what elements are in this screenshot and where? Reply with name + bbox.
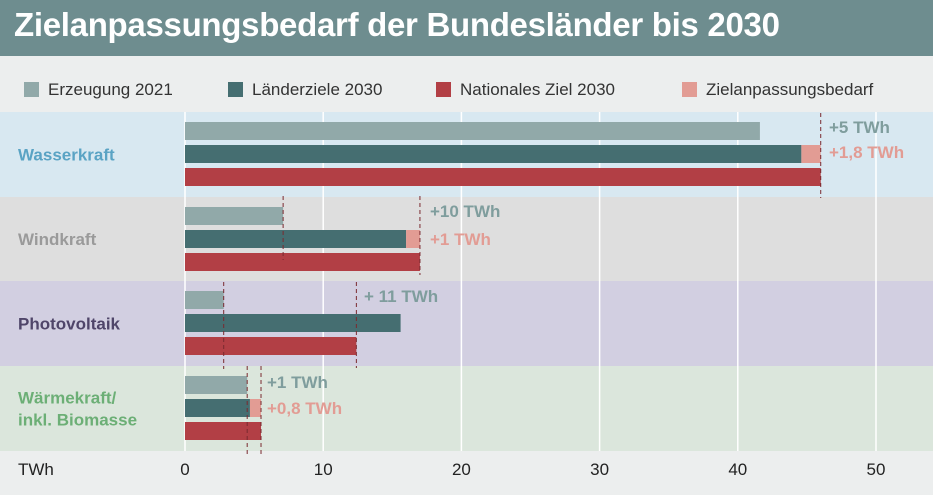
legend-swatch [228, 82, 243, 97]
legend-label: Erzeugung 2021 [48, 80, 173, 99]
bar-nationales-ziel-2030 [185, 337, 357, 355]
x-tick-label: 40 [728, 460, 747, 479]
x-tick-label: 0 [180, 460, 189, 479]
category-label-line: Windkraft [18, 230, 97, 249]
legend-label: Zielanpassungsbedarf [706, 80, 874, 99]
bar-laenderziele-2030 [185, 399, 250, 417]
category-band [0, 197, 933, 281]
bar-zielanpassungsbedarf [801, 145, 821, 163]
category-label: Photovoltaik [18, 315, 121, 334]
x-axis-label: TWh [18, 460, 54, 479]
bar-erzeugung-2021 [185, 376, 248, 394]
category-label: Wasserkraft [18, 146, 115, 165]
category-band [0, 281, 933, 366]
category-label-line: inkl. Biomasse [18, 411, 137, 430]
bar-erzeugung-2021 [185, 291, 224, 309]
x-tick-label: 10 [314, 460, 333, 479]
legend-swatch [436, 82, 451, 97]
bar-nationales-ziel-2030 [185, 253, 420, 271]
legend: Erzeugung 2021 Länderziele 2030 National… [0, 62, 933, 110]
category-label-line: Photovoltaik [18, 315, 121, 334]
bar-erzeugung-2021 [185, 207, 284, 225]
legend-swatch [24, 82, 39, 97]
x-tick-label: 20 [452, 460, 471, 479]
annotation-label: + 11 TWh [364, 287, 438, 306]
annotation-label: +1 TWh [267, 373, 328, 392]
annotation-label: +1,8 TWh [829, 143, 904, 162]
chart-title: Zielanpassungsbedarf der Bundesländer bi… [14, 6, 780, 43]
legend-label: Länderziele 2030 [252, 80, 383, 99]
annotation-label: +1 TWh [430, 230, 491, 249]
bar-laenderziele-2030 [185, 145, 802, 163]
legend-swatch [682, 82, 697, 97]
x-tick-label: 50 [867, 460, 886, 479]
x-tick-label: 30 [590, 460, 609, 479]
title-bar: Zielanpassungsbedarf der Bundesländer bi… [0, 0, 933, 56]
category-label: Windkraft [18, 230, 97, 249]
bar-laenderziele-2030 [185, 230, 407, 248]
category-band [0, 366, 933, 451]
annotation-label: +0,8 TWh [267, 399, 342, 418]
legend-label: Nationales Ziel 2030 [460, 80, 615, 99]
bar-nationales-ziel-2030 [185, 422, 262, 440]
annotation-label: +10 TWh [430, 202, 500, 221]
bar-erzeugung-2021 [185, 122, 760, 140]
category-label-line: Wärmekraft/ [18, 389, 117, 408]
bar-nationales-ziel-2030 [185, 168, 821, 186]
category-label-line: Wasserkraft [18, 146, 115, 165]
bar-laenderziele-2030 [185, 314, 401, 332]
bar-zielanpassungsbedarf [406, 230, 420, 248]
category-label: Wärmekraft/inkl. Biomasse [18, 389, 137, 430]
annotation-label: +5 TWh [829, 118, 890, 137]
bar-zielanpassungsbedarf [249, 399, 262, 417]
